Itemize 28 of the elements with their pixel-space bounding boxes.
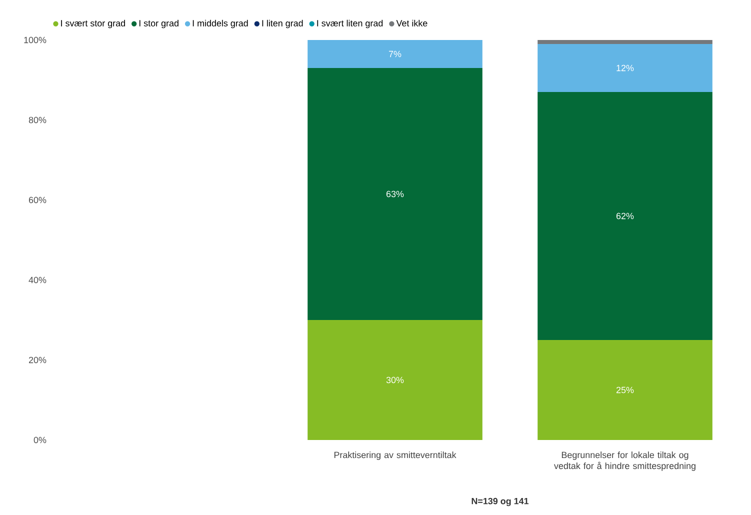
bar [538,40,712,44]
y-tick-label: 80% [28,116,46,124]
x-tick-label: Begrunnelser for lokale tiltak og vedtak for å hindre smittespredning [554,452,696,471]
data-label: 63% [386,190,404,198]
legend-label: I svært liten grad [317,20,383,28]
data-label: 25% [616,386,634,394]
y-tick-label: 40% [28,276,46,284]
data-label: 7% [388,50,402,58]
data-label: 30% [386,376,404,384]
bar [308,40,482,68]
data-label: 62% [616,212,634,220]
text: N=139 og 141 [472,498,529,506]
y-tick-label: 60% [28,196,46,204]
x-tick-label: Praktisering av smitteverntiltak [334,452,456,460]
bar [308,320,482,440]
y-tick-label: 100% [24,36,46,44]
legend-label: I liten grad [262,20,303,28]
legend-label: I svært stor grad [61,20,125,28]
bar [538,92,712,340]
bar [308,68,482,320]
bar [538,44,712,92]
legend-label: I middels grad [192,20,248,28]
data-label: 12% [616,64,634,72]
bar [538,340,712,440]
y-tick-label: 0% [34,436,46,444]
legend-label: I stor grad [139,20,178,28]
y-tick-label: 20% [28,356,46,364]
legend-label: Vet ikke [396,20,428,26]
